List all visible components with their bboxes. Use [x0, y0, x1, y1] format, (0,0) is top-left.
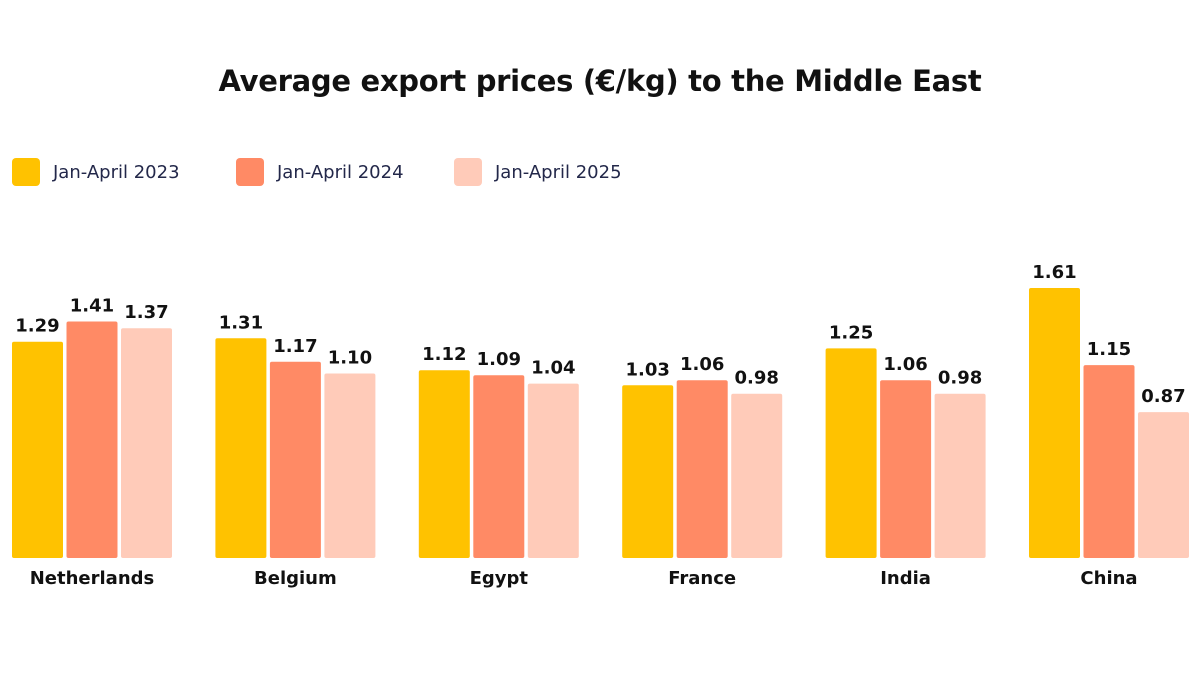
bar-france-2024 — [676, 380, 728, 558]
data-label-egypt-2023: 1.12 — [422, 344, 466, 365]
category-label-netherlands: Netherlands — [30, 568, 155, 589]
legend-label-2024: Jan-April 2024 — [277, 161, 404, 183]
legend-swatch-2024 — [236, 158, 264, 186]
legend-item-2025: Jan-April 2025 — [454, 157, 622, 187]
data-label-china-2025: 0.87 — [1141, 386, 1185, 407]
data-label-belgium-2024: 1.17 — [273, 336, 317, 357]
data-label-india-2025: 0.98 — [938, 368, 982, 389]
bar-india-2025 — [934, 393, 986, 558]
bar-egypt-2024 — [473, 375, 525, 558]
data-label-netherlands-2025: 1.37 — [124, 302, 168, 323]
data-label-egypt-2024: 1.09 — [477, 349, 521, 370]
data-label-egypt-2025: 1.04 — [531, 358, 575, 379]
data-label-belgium-2023: 1.31 — [219, 312, 263, 333]
category-label-india: India — [880, 568, 931, 589]
data-label-india-2023: 1.25 — [829, 322, 873, 343]
bar-belgium-2025 — [324, 373, 376, 558]
legend-swatch-2023 — [12, 158, 40, 186]
bar-netherlands-2025 — [121, 328, 172, 558]
legend-item-2024: Jan-April 2024 — [236, 157, 404, 187]
legend-item-2023: Jan-April 2023 — [12, 157, 180, 187]
bar-egypt-2025 — [527, 383, 579, 558]
data-label-france-2023: 1.03 — [625, 359, 669, 380]
category-label-france: France — [668, 568, 736, 589]
chart-title: Average export prices (€/kg) to the Midd… — [218, 64, 982, 98]
bar-belgium-2024 — [269, 361, 321, 558]
legend-label-2023: Jan-April 2023 — [53, 161, 180, 183]
data-label-netherlands-2023: 1.29 — [15, 316, 59, 337]
bar-china-2024 — [1083, 365, 1135, 558]
data-label-china-2024: 1.15 — [1087, 339, 1131, 360]
bar-india-2024 — [880, 380, 932, 558]
bar-china-2023 — [1029, 288, 1080, 558]
category-label-belgium: Belgium — [254, 568, 337, 589]
data-label-belgium-2025: 1.10 — [328, 348, 372, 369]
bar-france-2023 — [622, 385, 674, 558]
legend-label-2025: Jan-April 2025 — [495, 161, 622, 183]
category-label-china: China — [1080, 568, 1137, 589]
bar-netherlands-2024 — [66, 321, 118, 558]
data-label-france-2024: 1.06 — [680, 354, 724, 375]
bar-belgium-2023 — [215, 338, 267, 558]
category-label-egypt: Egypt — [470, 568, 529, 589]
legend-swatch-2025 — [454, 158, 482, 186]
data-label-china-2023: 1.61 — [1032, 262, 1076, 283]
bar-netherlands-2023 — [12, 341, 63, 558]
bar-india-2023 — [825, 348, 877, 558]
bar-china-2025 — [1138, 412, 1189, 558]
data-label-netherlands-2024: 1.41 — [70, 296, 114, 317]
bar-egypt-2023 — [418, 370, 470, 558]
data-label-france-2025: 0.98 — [734, 368, 778, 389]
data-label-india-2024: 1.06 — [883, 354, 927, 375]
bar-france-2025 — [731, 393, 783, 558]
